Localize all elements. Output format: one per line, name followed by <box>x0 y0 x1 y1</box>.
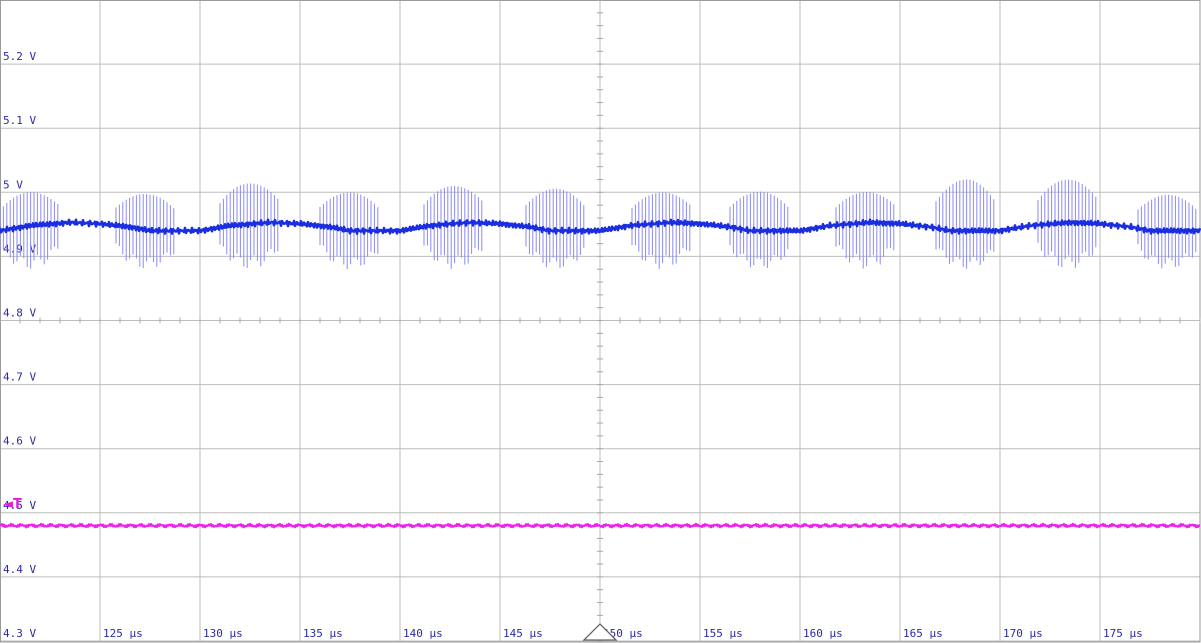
x-tick-label: 140 µs <box>403 627 443 640</box>
y-tick-label: 5 V <box>3 178 23 191</box>
ch1-trace <box>0 218 1201 235</box>
x-tick-label: 145 µs <box>503 627 543 640</box>
x-tick-label: 165 µs <box>903 627 943 640</box>
y-tick-label: 4.7 V <box>3 371 36 384</box>
y-tick-label: 4.8 V <box>3 307 36 320</box>
y-tick-label: 5.1 V <box>3 114 36 127</box>
x-tick-labels: 125 µs 130 µs 135 µs 140 µs 145 µs 150 µs 155 … <box>103 627 1143 640</box>
y-tick-label: 4.3 V <box>3 627 36 640</box>
x-tick-label: 155 µs <box>703 627 743 640</box>
traces <box>0 179 1201 529</box>
y-tick-label: 4.4 V <box>3 563 36 576</box>
x-tick-label: 135 µs <box>303 627 343 640</box>
x-tick-label: 130 µs <box>203 627 243 640</box>
y-tick-label: 4.6 V <box>3 435 36 448</box>
x-tick-label: 170 µs <box>1003 627 1043 640</box>
y-tick-label: 4.9 V <box>3 242 36 255</box>
x-tick-label: 160 µs <box>803 627 843 640</box>
x-tick-label: 175 µs <box>1103 627 1143 640</box>
y-tick-labels: 4.3 V 4.4 V 4.5 V 4.6 V 4.7 V 4.8 V 4.9 V 5 V 5.… <box>3 50 36 640</box>
x-tick-label: 125 µs <box>103 627 143 640</box>
y-tick-label: 4.5 V <box>3 499 36 512</box>
trigger-level-marker[interactable]: ◄T <box>3 497 22 512</box>
ch2-trace <box>0 522 1201 529</box>
trigger-position-icon[interactable] <box>582 623 618 641</box>
y-tick-label: 5.2 V <box>3 50 36 63</box>
